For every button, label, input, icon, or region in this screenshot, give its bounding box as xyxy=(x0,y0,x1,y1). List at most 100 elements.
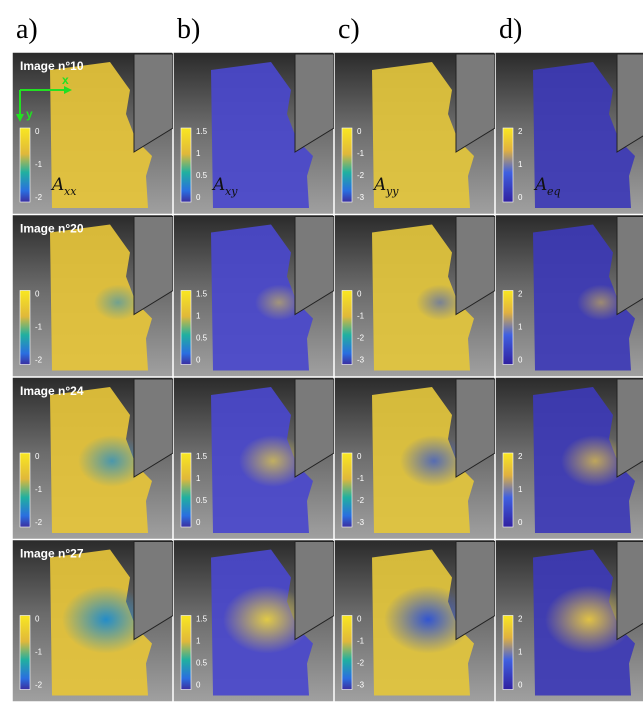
component-symbol: A xyxy=(50,175,64,195)
panel: 0 -1 -2 -3 xyxy=(334,214,495,377)
panel: 1.5 1 0.5 0 xyxy=(173,214,334,377)
colorbar-tick-label: -3 xyxy=(357,193,365,202)
tool xyxy=(616,541,643,641)
component-symbol: A xyxy=(372,175,386,195)
colorbar-tick-label: 0 xyxy=(35,452,40,461)
column-label: b) xyxy=(177,14,200,45)
colorbar-tick-label: -1 xyxy=(357,149,365,158)
strain-field xyxy=(533,62,635,208)
colorbar-tick-label: -2 xyxy=(35,518,43,527)
colorbar-tick-label: -2 xyxy=(357,171,365,180)
colorbar-tick-label: 1 xyxy=(196,474,201,483)
panel: 2 1 0 xyxy=(495,539,643,702)
component-subscript: yy xyxy=(385,185,399,198)
strain-concentration xyxy=(545,585,633,654)
strain-concentration xyxy=(94,284,142,321)
colorbar-tick-label: 0 xyxy=(196,193,201,202)
colorbar-tick-label: 0 xyxy=(196,518,201,527)
row-label: Image n°24 xyxy=(20,384,84,398)
colorbar-tick-label: 2 xyxy=(518,615,523,624)
tool xyxy=(455,216,495,316)
tool xyxy=(455,541,495,641)
strain-concentration xyxy=(62,585,150,654)
tool xyxy=(294,53,334,153)
colorbar-tick-label: 0 xyxy=(518,356,523,365)
colorbar-tick-label: -2 xyxy=(35,681,43,690)
panel: 1.5 1 0.5 0 xyxy=(173,539,334,702)
panel: 0 -1 -2 -3 xyxy=(334,377,495,540)
panel: 0 -1 -2 Image n°24 xyxy=(12,377,173,540)
colorbar xyxy=(502,615,514,690)
strain-concentration xyxy=(239,435,307,487)
tool xyxy=(455,53,495,153)
component-subscript: xx xyxy=(64,185,77,198)
strain-field xyxy=(211,62,313,208)
tool xyxy=(133,541,173,641)
colorbar-tick-label: 0 xyxy=(518,193,523,202)
colorbar-tick-label: 1.5 xyxy=(196,127,208,136)
tool xyxy=(133,53,173,153)
colorbar-tick-label: 0.5 xyxy=(196,496,208,505)
panel: 2 1 0 A eq xyxy=(495,52,643,215)
colorbar-tick-label: 0 xyxy=(518,681,523,690)
colorbar xyxy=(19,452,31,528)
component-symbol: A xyxy=(211,175,225,195)
arrow-head xyxy=(16,114,24,122)
column-label: a) xyxy=(16,14,38,45)
colorbar-tick-label: 0 xyxy=(196,356,201,365)
colorbar-tick-label: -2 xyxy=(35,193,43,202)
colorbar-tick-label: 0.5 xyxy=(196,659,208,668)
colorbar-tick-label: 0 xyxy=(357,615,362,624)
colorbar-tick-label: 0 xyxy=(357,290,362,299)
component-symbol: A xyxy=(533,175,547,195)
panel: 0 -1 -2 -3 xyxy=(334,539,495,702)
strain-concentration xyxy=(223,585,311,654)
strain-concentration xyxy=(255,284,303,321)
panel: 1.5 1 0.5 0 xyxy=(173,377,334,540)
strain-concentration xyxy=(561,435,629,487)
panel: 2 1 0 xyxy=(495,214,643,377)
colorbar xyxy=(341,615,353,690)
colorbar-tick-label: 0 xyxy=(196,681,201,690)
row-label: Image n°27 xyxy=(20,547,84,561)
colorbar xyxy=(180,127,192,203)
colorbar xyxy=(502,452,514,528)
colorbar-tick-label: 1 xyxy=(196,637,201,646)
colorbar-tick-label: 0 xyxy=(357,452,362,461)
colorbar-tick-label: -1 xyxy=(357,637,365,646)
panel: 0 -1 -2 A xx Image n°10x y xyxy=(12,52,173,215)
colorbar xyxy=(502,127,514,203)
colorbar-tick-label: -1 xyxy=(35,648,43,657)
colorbar-tick-label: 1 xyxy=(518,323,523,332)
colorbar-tick-label: 0.5 xyxy=(196,171,208,180)
colorbar-tick-label: 1 xyxy=(196,149,201,158)
colorbar-tick-label: 1 xyxy=(518,648,523,657)
tool xyxy=(616,378,643,478)
colorbar-tick-label: 1.5 xyxy=(196,452,208,461)
row-label: Image n°10 xyxy=(20,59,84,73)
colorbar-tick-label: -1 xyxy=(357,312,365,321)
colorbar-tick-label: 0.5 xyxy=(196,334,208,343)
strain-concentration xyxy=(416,284,464,321)
tool xyxy=(294,216,334,316)
colorbar-tick-label: -1 xyxy=(35,323,43,332)
component-subscript: eq xyxy=(547,185,561,198)
colorbar xyxy=(180,452,192,528)
colorbar xyxy=(502,290,514,365)
colorbar-tick-label: -1 xyxy=(35,160,43,169)
panel: 0 -1 -2 Image n°20 xyxy=(12,214,173,377)
component-subscript: xy xyxy=(225,185,238,198)
colorbar xyxy=(19,127,31,203)
strain-field xyxy=(50,62,152,208)
colorbar-tick-label: 2 xyxy=(518,290,523,299)
tool xyxy=(133,378,173,478)
tool xyxy=(616,216,643,316)
axis-label: y xyxy=(26,107,33,121)
colorbar-tick-label: 0 xyxy=(35,290,40,299)
colorbar-tick-label: 1 xyxy=(518,485,523,494)
tool xyxy=(455,378,495,478)
colorbar-tick-label: 0 xyxy=(35,127,40,136)
row-label: Image n°20 xyxy=(20,222,84,236)
colorbar-tick-label: 1.5 xyxy=(196,290,208,299)
